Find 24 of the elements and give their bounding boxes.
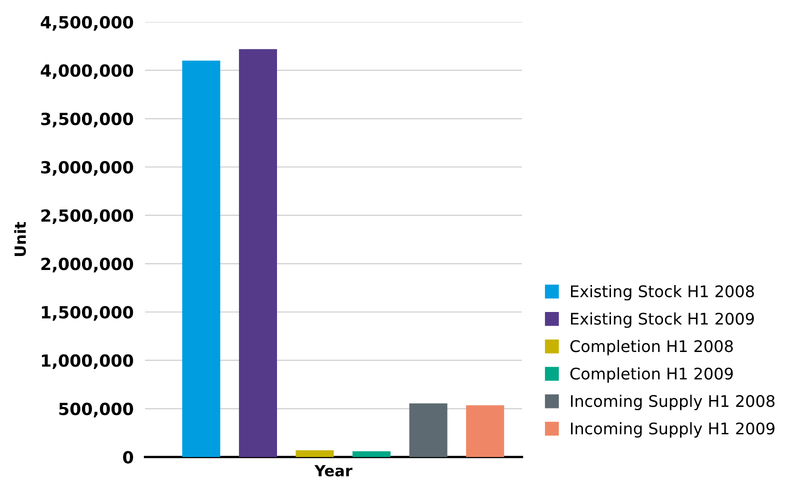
y-tick-label: 3,500,000 [41,112,134,128]
y-tick-label: 0 [123,450,134,464]
bar [352,451,391,457]
y-tick-label: 2,000,000 [41,258,134,272]
y-tick-label: 3,000,000 [41,160,134,176]
legend-label: Incoming Supply H1 2008 [571,394,775,410]
y-tick-label: 1,000,000 [42,354,134,370]
legend-label: Completion H1 2008 [570,340,733,356]
bar [409,403,448,457]
bar [466,405,504,457]
x-axis-title: Year [314,465,352,476]
bar [296,450,334,457]
legend-label: Existing Stock H1 2009 [571,312,754,328]
y-tick-label: 1,500,000 [42,306,134,321]
legend-label: Existing Stock H1 2008 [571,284,754,300]
legend-label: Completion H1 2009 [570,367,733,383]
bar [182,60,220,457]
y-tick-label: 4,000,000 [40,64,134,80]
y-axis-title: Unit [14,222,26,256]
bar [238,49,278,457]
y-tick-label: 2,500,000 [41,209,134,224]
y-tick-label: 500,000 [59,402,134,418]
y-tick-label: 4,500,000 [40,16,134,31]
legend-label: Incoming Supply H1 2009 [571,422,774,438]
